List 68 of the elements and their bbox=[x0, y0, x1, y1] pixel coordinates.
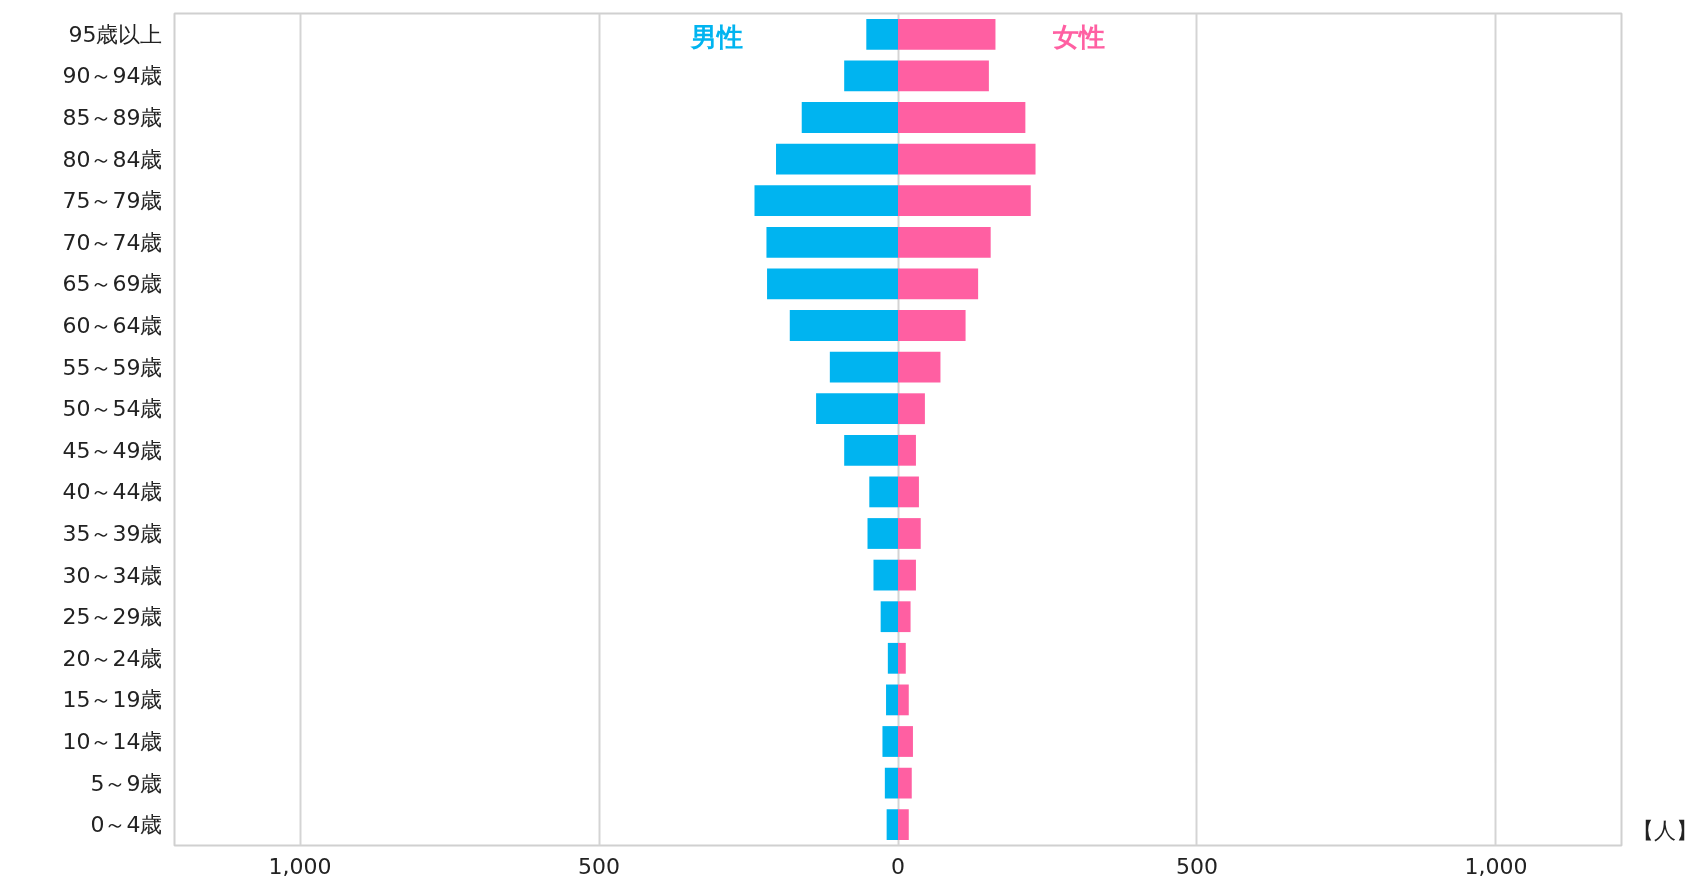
bar bbox=[844, 434, 898, 466]
bar bbox=[873, 559, 898, 591]
y-tick-label: 40～44歳 bbox=[62, 479, 163, 505]
bar bbox=[844, 60, 898, 92]
y-tick-label: 85～89歳 bbox=[62, 105, 163, 130]
bar bbox=[898, 476, 919, 508]
bar bbox=[766, 226, 898, 258]
bar bbox=[866, 18, 898, 50]
y-tick-label: 5～9歳 bbox=[90, 770, 163, 796]
y-tick-label: 70～74歳 bbox=[62, 229, 163, 255]
bar bbox=[898, 726, 913, 757]
text: 女性 bbox=[1051, 21, 1105, 52]
bar bbox=[887, 642, 898, 674]
bar bbox=[789, 310, 898, 341]
bar bbox=[867, 518, 898, 549]
bar bbox=[898, 310, 966, 341]
bar bbox=[898, 60, 989, 92]
y-tick-label: 80～84歳 bbox=[62, 146, 163, 172]
y-tick-label: 0～4歳 bbox=[90, 812, 163, 838]
bar bbox=[898, 518, 921, 549]
x-tick-label: 500 bbox=[1175, 853, 1218, 879]
bar bbox=[880, 601, 898, 633]
bar bbox=[898, 809, 909, 841]
bar bbox=[886, 684, 898, 716]
y-tick-label: 10～14歳 bbox=[62, 729, 163, 754]
bar bbox=[767, 268, 898, 300]
bar bbox=[898, 642, 906, 674]
bar bbox=[898, 185, 1031, 217]
x-tick-label: 1,000 bbox=[268, 853, 332, 879]
bar bbox=[898, 351, 941, 383]
y-tick-label: 30～34歳 bbox=[62, 562, 163, 588]
y-tick-label: 50～54歳 bbox=[62, 396, 163, 422]
bar bbox=[898, 684, 909, 716]
bar bbox=[898, 767, 912, 799]
bar bbox=[869, 476, 898, 508]
y-tick-label: 90～94歳 bbox=[62, 63, 163, 89]
bar bbox=[829, 351, 898, 383]
y-tick-label: 15～19歳 bbox=[62, 687, 163, 713]
y-tick-label: 20～24歳 bbox=[62, 645, 163, 671]
bar bbox=[882, 726, 898, 757]
bar bbox=[886, 809, 898, 841]
bar bbox=[898, 559, 916, 591]
bar bbox=[898, 434, 916, 466]
bar bbox=[754, 185, 898, 217]
text: 男性 bbox=[690, 21, 744, 52]
y-tick-label: 95歳以上 bbox=[68, 21, 163, 47]
y-tick-label: 25～29歳 bbox=[62, 604, 163, 630]
y-tick-label: 45～49歳 bbox=[62, 437, 163, 463]
x-tick-label: 0 bbox=[891, 853, 905, 879]
y-tick-label: 35～39歳 bbox=[62, 521, 163, 546]
bar bbox=[898, 226, 991, 258]
bar bbox=[898, 143, 1036, 175]
bar bbox=[884, 767, 898, 799]
bar bbox=[816, 393, 898, 425]
y-tick-label: 55～59歳 bbox=[62, 354, 163, 380]
x-tick-label: 500 bbox=[578, 853, 621, 879]
bar bbox=[801, 102, 898, 133]
bar bbox=[776, 143, 898, 175]
x-axis-title: 【人】 bbox=[1631, 818, 1698, 844]
x-tick-label: 1,000 bbox=[1464, 853, 1528, 879]
bar bbox=[898, 268, 979, 300]
y-tick-label: 60～64歳 bbox=[62, 313, 163, 338]
bar bbox=[898, 393, 925, 425]
y-tick-label: 65～69歳 bbox=[62, 271, 163, 297]
y-tick-label: 75～79歳 bbox=[62, 188, 163, 214]
bar bbox=[898, 601, 911, 633]
bar bbox=[898, 102, 1026, 133]
bar bbox=[898, 18, 996, 50]
